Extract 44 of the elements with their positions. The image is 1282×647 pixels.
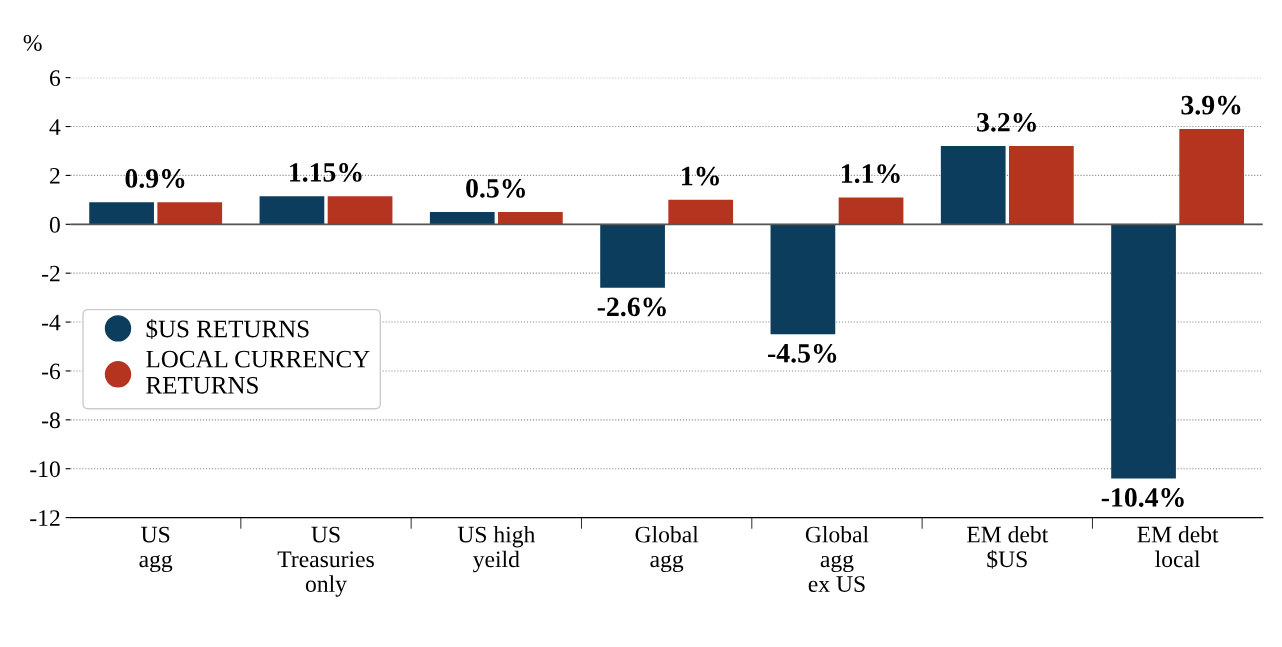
y-tick-label: 0 [49,216,60,233]
x-tick-label: US high yeild [457,525,536,573]
data-label: -4.5% [768,343,837,363]
y-tick-label: -6 [42,363,61,380]
legend-label: LOCAL CURRENCY RETURNS [146,350,370,394]
x-tick-label: US Treasuries only [277,526,374,597]
x-tick-label: Global agg [635,525,699,573]
legend-label: $US RETURNS [146,319,309,340]
data-label: 3.9% [1181,95,1241,115]
data-label: 0.5% [466,178,525,198]
y-axis-title: % [23,34,42,51]
bar [770,224,836,335]
bar [668,199,734,225]
bar [600,224,665,288]
bar [838,197,904,225]
bar [157,202,223,225]
data-label: 3.2% [977,112,1036,132]
y-tick-label: -4 [42,314,61,331]
y-tick-label: -8 [42,412,60,429]
data-label: 1.1% [842,164,900,184]
x-tick-label: EM debt local [1137,525,1219,568]
y-tick-label: -12 [30,510,60,526]
data-label: 1% [682,166,719,186]
x-tick-label: EM debt $US [966,525,1049,569]
data-label: -10.4% [1101,488,1184,507]
bar [1179,128,1245,225]
data-label: -2.6% [597,297,666,317]
bar [327,196,393,225]
bar [89,202,154,225]
bar [259,196,325,225]
bar [498,212,563,225]
y-tick-label: -10 [30,461,60,478]
y-tick-label: -2 [42,265,60,282]
bar [1008,146,1074,225]
bar [940,146,1006,225]
data-label: 0.9% [125,169,185,188]
x-tick-label: US agg [139,526,173,573]
bar [1111,224,1176,479]
x-tick-label: Global agg ex US [805,525,869,592]
y-tick-label: 4 [49,119,61,135]
y-tick-label: 6 [50,70,61,87]
bar [429,212,495,225]
data-label: 1.15% [290,163,362,182]
y-tick-label: 2 [50,167,60,184]
